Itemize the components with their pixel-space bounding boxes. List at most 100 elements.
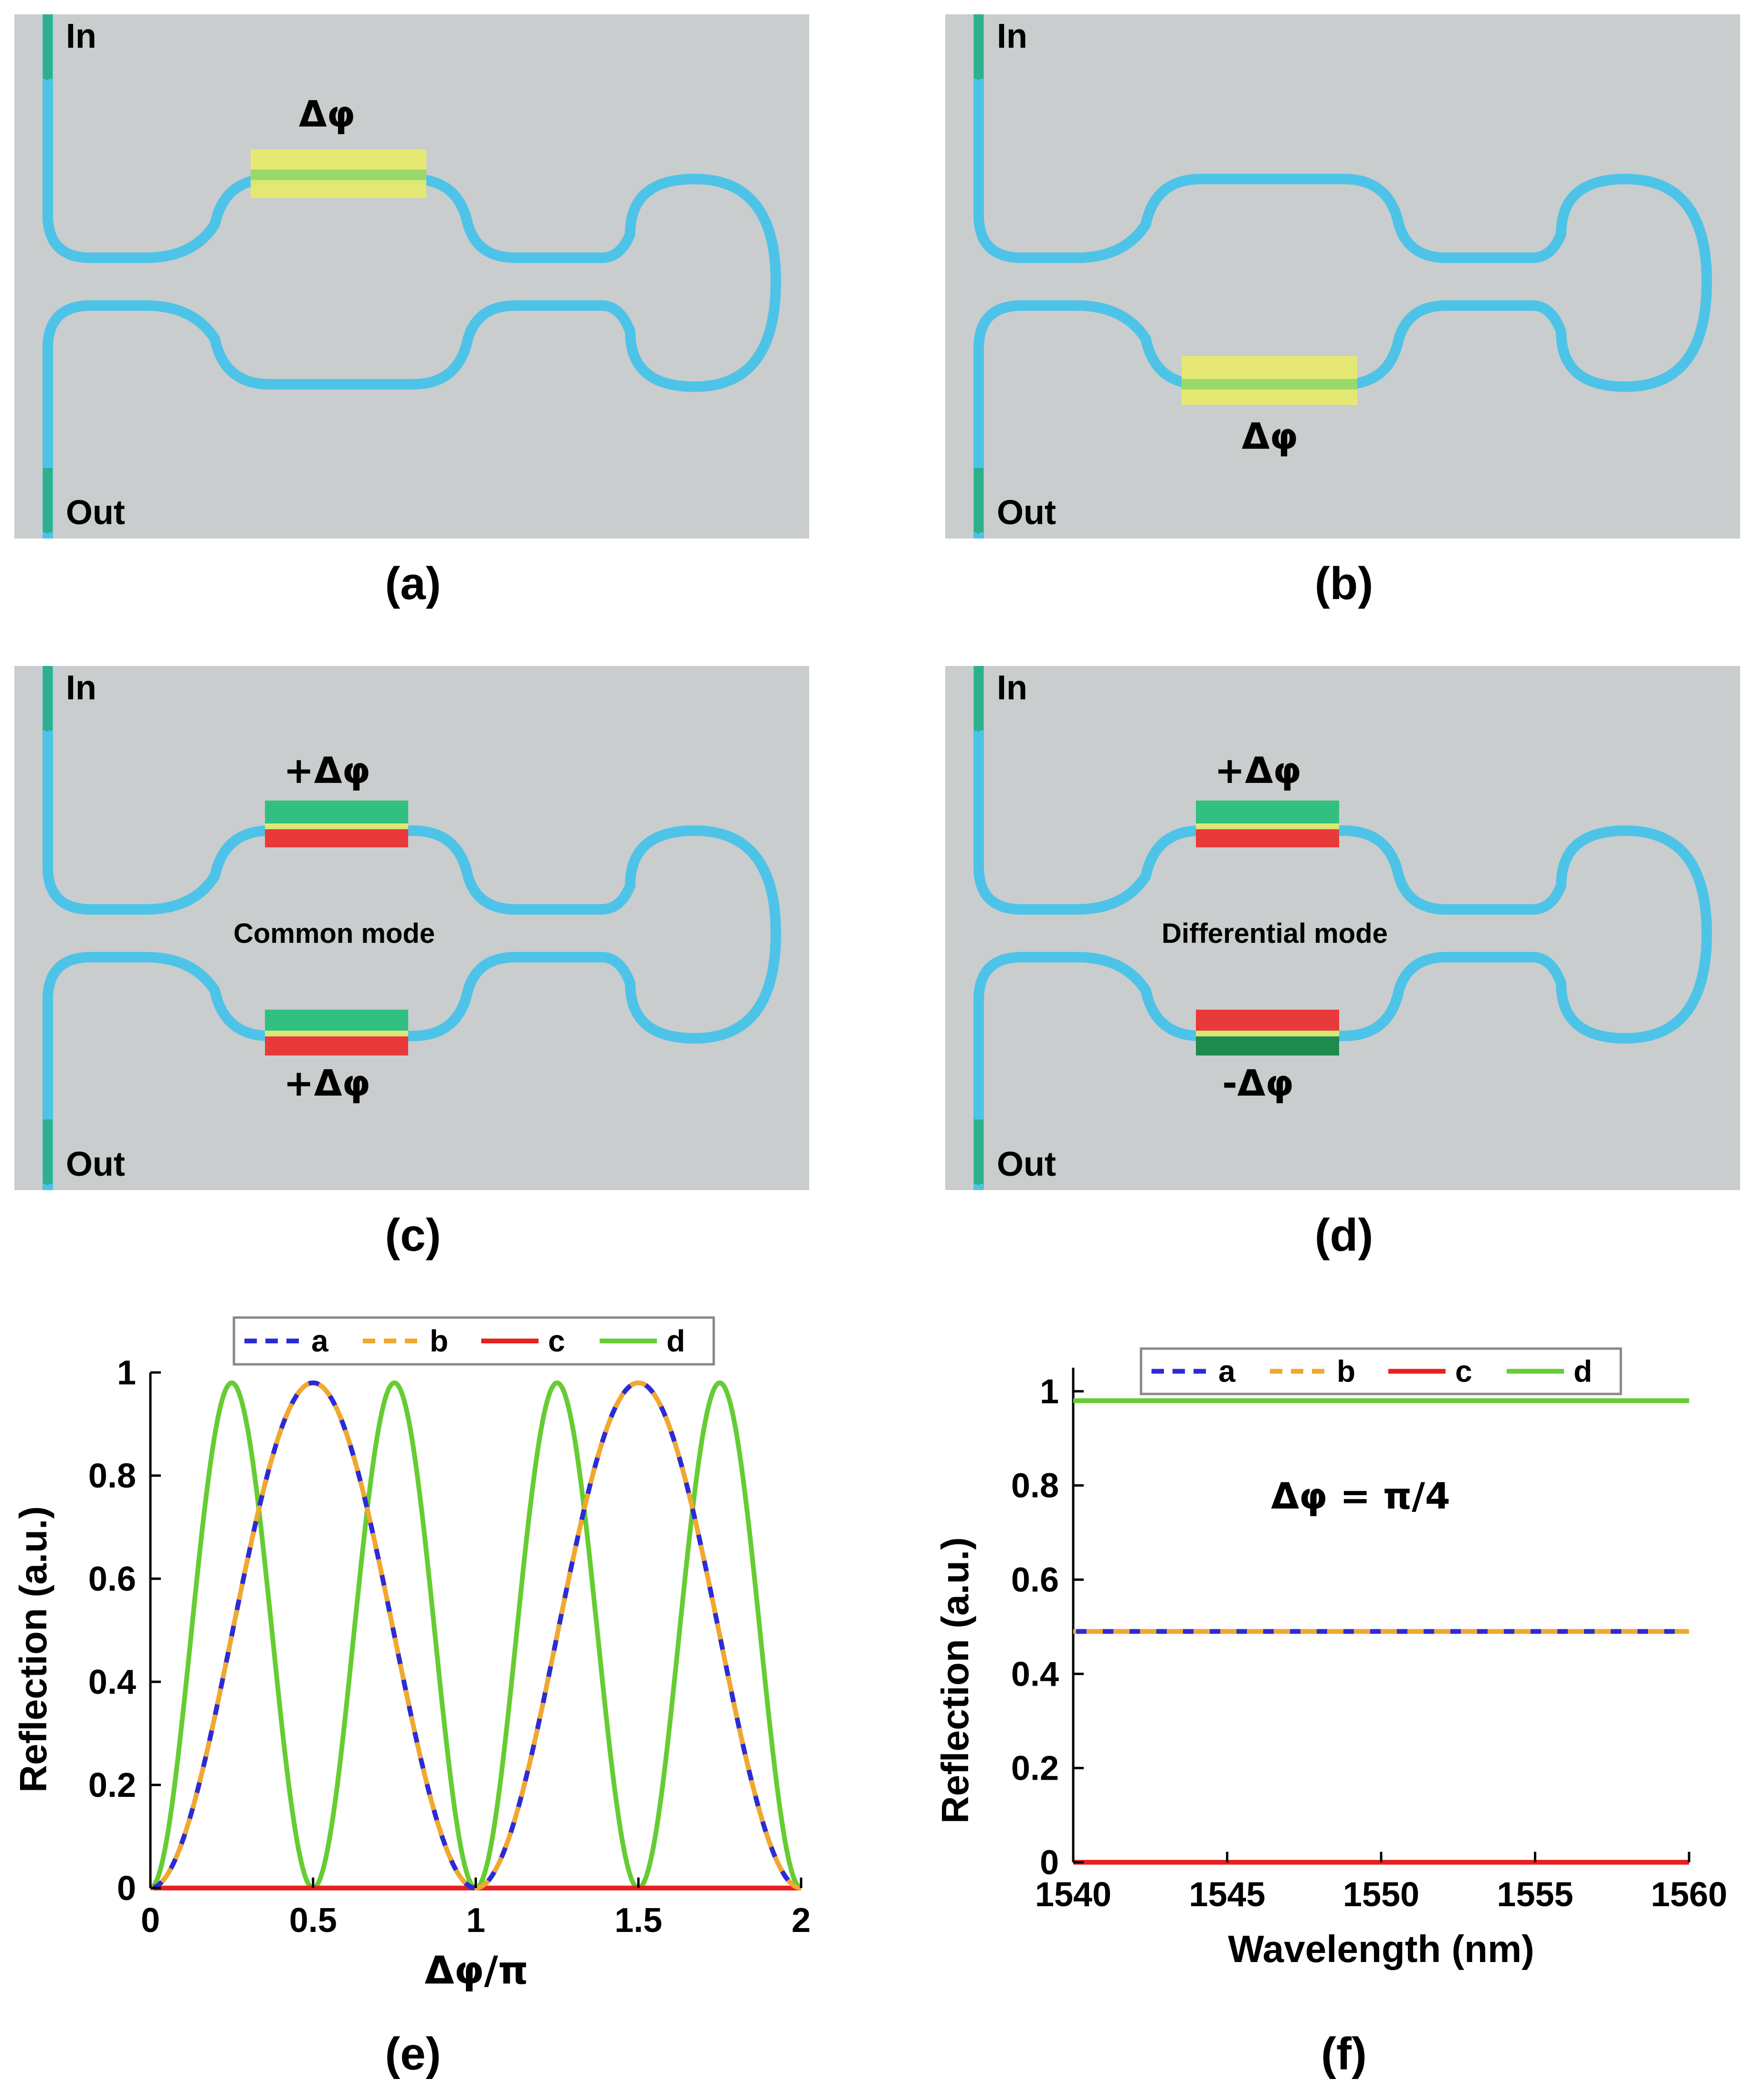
y-tick-label: 0.2: [88, 1766, 136, 1805]
panel-background: [14, 14, 809, 538]
chart-e-ticks: 0 0.5 1 1.5 2 0 0.2 0.4 0.6 0.8 1: [88, 1354, 811, 1940]
chart-f-ylabel: Reflection (a.u.): [934, 1537, 976, 1824]
heater-core: [1182, 379, 1357, 390]
heater-yellow: [1196, 823, 1339, 829]
legend-box: [232, 1316, 715, 1366]
x-tick-label: 1545: [1189, 1876, 1265, 1914]
legend-label-a: a: [1218, 1354, 1236, 1389]
legend-label-d: d: [666, 1324, 685, 1358]
chart-e-series: [149, 1380, 802, 1891]
waveguide: [973, 14, 1712, 538]
heater-green: [1196, 801, 1339, 823]
series-a-line: [150, 1380, 802, 1891]
y-tick-label: 1: [117, 1354, 136, 1392]
waveguide: [42, 666, 781, 1190]
panel-background: [945, 14, 1740, 538]
caption-a: (a): [385, 558, 441, 609]
diagram-d: In Out +Δφ -Δφ Differential mode: [945, 666, 1740, 1190]
y-tick-label: 0.8: [88, 1457, 136, 1495]
heater-red: [1196, 829, 1339, 847]
phase-label-top: +Δφ: [284, 749, 370, 791]
chart-f-axes: [1072, 1368, 1689, 1864]
y-tick-label: 0.2: [1011, 1750, 1059, 1788]
y-tick-label: 0.8: [1011, 1467, 1059, 1505]
x-tick-label: 1560: [1651, 1876, 1727, 1914]
mode-label: Common mode: [233, 918, 435, 949]
output-label: Out: [997, 494, 1056, 532]
waveguide: [973, 666, 1712, 1190]
output-label: Out: [66, 1145, 125, 1183]
legend-label-a: a: [311, 1324, 328, 1358]
y-tick-label: 0.4: [1011, 1655, 1059, 1693]
x-tick-label: 1550: [1343, 1876, 1419, 1914]
phase-shifter-top: [1196, 801, 1339, 847]
caption-b: (b): [1315, 558, 1374, 609]
phase-label-bottom: -Δφ: [1222, 1062, 1294, 1104]
phase-shifter-top: [265, 801, 408, 847]
heater-yellow: [265, 823, 408, 829]
diagram-b: In Out Δφ: [945, 14, 1740, 538]
heater-green: [265, 1010, 408, 1031]
y-tick-label: 0.4: [88, 1663, 136, 1701]
chart-e: 0 0.5 1 1.5 2 0 0.2 0.4 0.6 0.8 1 a b c d Δφ/π Reflec…: [12, 1316, 811, 2079]
series-b-line: [150, 1380, 802, 1891]
x-tick-label: 0: [141, 1901, 160, 1940]
y-tick-label: 0.6: [88, 1560, 136, 1598]
phase-label-bottom: Δφ: [1242, 415, 1298, 457]
heater-green: [265, 801, 408, 823]
heater-red: [265, 829, 408, 847]
output-label: Out: [66, 494, 125, 532]
phase-shifter-bottom: [1182, 356, 1357, 405]
chart-f-xlabel: Wavelength (nm): [1228, 1928, 1534, 1970]
output-label: Out: [997, 1145, 1056, 1183]
x-tick-label: 1555: [1497, 1876, 1573, 1914]
x-tick-label: 1: [466, 1901, 485, 1940]
phase-shifter-bottom: [1196, 1010, 1339, 1055]
legend-label-c: c: [548, 1324, 565, 1358]
mode-label: Differential mode: [1162, 918, 1388, 949]
y-tick-label: 1: [1040, 1372, 1059, 1411]
chart-e-xlabel: Δφ/π: [425, 1948, 528, 1993]
chart-f-caption: (f): [1321, 2028, 1367, 2079]
heater-yellow: [265, 1031, 408, 1036]
chart-e-caption: (e): [385, 2028, 441, 2079]
heater-yellow: [1196, 1031, 1339, 1036]
x-tick-label: 2: [792, 1901, 811, 1940]
chart-f-series: [1073, 1398, 1689, 1865]
heater-red: [1196, 1010, 1339, 1031]
input-label: In: [997, 669, 1027, 707]
input-label: In: [66, 17, 96, 55]
series-d-line: [149, 1380, 802, 1891]
chart-f-legend: a b c d: [1140, 1347, 1622, 1395]
y-tick-label: 0.6: [1011, 1561, 1059, 1599]
diagram-c: In Out +Δφ +Δφ Common mode: [14, 666, 809, 1190]
heater-green-dark: [1196, 1036, 1339, 1055]
phase-shifter-top: [251, 149, 426, 198]
y-tick-label: 0: [1040, 1844, 1059, 1882]
panel-background: [14, 666, 809, 1190]
legend-label-d: d: [1574, 1354, 1592, 1389]
y-tick-label: 0: [117, 1869, 136, 1908]
legend-label-c: c: [1455, 1354, 1472, 1389]
heater-core: [251, 169, 426, 180]
chart-e-axes: [149, 1372, 801, 1889]
phase-label-bottom: +Δφ: [284, 1062, 370, 1104]
legend-label-b: b: [430, 1324, 448, 1358]
input-label: In: [66, 669, 96, 707]
phase-label-top: Δφ: [299, 93, 355, 135]
chart-f-annotation: Δφ = π/4: [1271, 1475, 1450, 1517]
legend-label-b: b: [1337, 1354, 1355, 1389]
caption-c: (c): [385, 1210, 441, 1261]
waveguide: [42, 14, 781, 538]
panel-background: [945, 666, 1740, 1190]
phase-label-top: +Δφ: [1215, 749, 1301, 791]
chart-f-ticks: 1540 1545 1550 1555 1560 0 0.2 0.4 0.6 0.8 1: [1011, 1372, 1727, 1914]
chart-e-legend: a b c d: [232, 1316, 715, 1366]
diagram-a: In Out Δφ: [14, 14, 809, 538]
caption-d: (d): [1315, 1210, 1374, 1261]
x-tick-label: 1.5: [614, 1901, 662, 1940]
input-label: In: [997, 17, 1027, 55]
x-tick-label: 0.5: [289, 1901, 337, 1940]
